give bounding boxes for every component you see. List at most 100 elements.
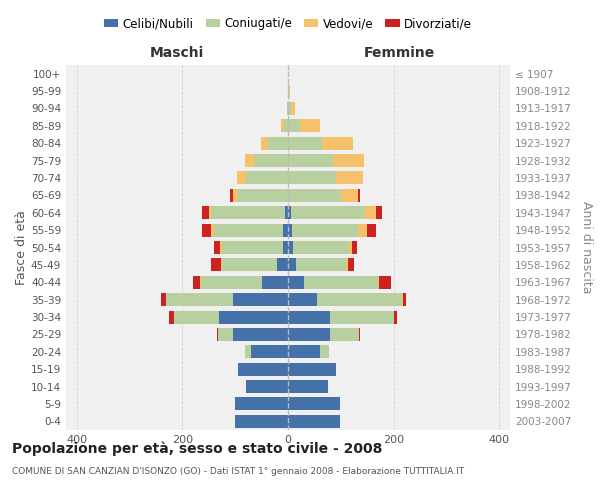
Bar <box>175 310 219 324</box>
Bar <box>341 189 358 202</box>
Bar <box>288 241 293 254</box>
Bar <box>200 276 201 289</box>
Bar <box>288 154 333 167</box>
Bar <box>161 293 166 306</box>
Bar <box>233 293 288 306</box>
Bar <box>401 293 403 306</box>
Bar <box>358 189 361 202</box>
Bar <box>222 258 277 272</box>
Y-axis label: Fasce di età: Fasce di età <box>15 210 28 285</box>
Bar <box>230 189 233 202</box>
Bar <box>220 241 222 254</box>
Bar <box>288 328 330 341</box>
Bar <box>211 258 221 272</box>
Bar <box>235 398 288 410</box>
Bar <box>246 380 288 393</box>
Bar <box>211 206 286 220</box>
Bar <box>288 346 320 358</box>
Bar <box>403 293 406 306</box>
Bar <box>214 224 283 236</box>
Bar <box>261 136 268 149</box>
Bar <box>365 206 376 220</box>
Bar <box>254 154 288 167</box>
Bar <box>284 120 288 132</box>
Bar <box>286 206 288 220</box>
Bar <box>346 258 348 272</box>
Bar <box>348 258 354 272</box>
Bar <box>322 136 353 149</box>
Bar <box>288 310 330 324</box>
Bar <box>290 102 295 115</box>
Bar <box>288 380 328 393</box>
Bar <box>235 415 288 428</box>
Bar <box>287 102 288 115</box>
Bar <box>293 241 349 254</box>
Bar <box>222 241 283 254</box>
Bar <box>288 415 340 428</box>
Bar <box>217 328 218 341</box>
Y-axis label: Anni di nascita: Anni di nascita <box>580 201 593 294</box>
Bar <box>268 136 288 149</box>
Bar <box>214 241 220 254</box>
Legend: Celibi/Nubili, Coniugati/e, Vedovi/e, Divorziati/e: Celibi/Nubili, Coniugati/e, Vedovi/e, Di… <box>99 12 477 35</box>
Bar <box>169 310 175 324</box>
Bar <box>288 362 335 376</box>
Bar <box>296 258 346 272</box>
Bar <box>288 84 289 98</box>
Bar <box>288 102 290 115</box>
Bar <box>359 328 361 341</box>
Bar <box>166 293 233 306</box>
Bar <box>233 189 238 202</box>
Bar <box>330 310 394 324</box>
Bar <box>333 154 364 167</box>
Bar <box>221 258 222 272</box>
Bar <box>238 362 288 376</box>
Bar <box>288 398 340 410</box>
Text: Maschi: Maschi <box>150 46 204 60</box>
Bar <box>289 84 290 98</box>
Bar <box>304 276 378 289</box>
Bar <box>317 293 401 306</box>
Bar <box>288 293 317 306</box>
Bar <box>233 328 288 341</box>
Bar <box>245 154 254 167</box>
Bar <box>379 276 391 289</box>
Bar <box>352 241 357 254</box>
Bar <box>246 172 288 184</box>
Bar <box>288 224 292 236</box>
Bar <box>209 206 211 220</box>
Bar <box>202 224 211 236</box>
Bar <box>378 276 379 289</box>
Bar <box>320 346 329 358</box>
Bar <box>335 172 363 184</box>
Bar <box>288 136 322 149</box>
Bar <box>299 120 320 132</box>
Bar <box>288 206 290 220</box>
Bar <box>193 276 200 289</box>
Bar <box>394 310 397 324</box>
Bar <box>330 328 359 341</box>
Bar <box>201 276 262 289</box>
Bar <box>283 241 288 254</box>
Bar <box>376 206 382 220</box>
Bar <box>290 206 365 220</box>
Text: Femmine: Femmine <box>364 46 434 60</box>
Text: Popolazione per età, sesso e stato civile - 2008: Popolazione per età, sesso e stato civil… <box>12 441 382 456</box>
Bar <box>288 120 299 132</box>
Bar <box>202 206 209 220</box>
Bar <box>238 189 288 202</box>
Bar <box>288 276 304 289</box>
Bar <box>283 224 288 236</box>
Bar <box>251 346 288 358</box>
Bar <box>237 172 246 184</box>
Text: COMUNE DI SAN CANZIAN D'ISONZO (GO) - Dati ISTAT 1° gennaio 2008 - Elaborazione : COMUNE DI SAN CANZIAN D'ISONZO (GO) - Da… <box>12 467 464 476</box>
Bar <box>349 241 352 254</box>
Bar <box>288 189 341 202</box>
Bar <box>288 258 296 272</box>
Bar <box>367 224 376 236</box>
Bar <box>288 172 335 184</box>
Bar <box>211 224 214 236</box>
Bar <box>292 224 358 236</box>
Bar <box>277 258 288 272</box>
Bar <box>262 276 288 289</box>
